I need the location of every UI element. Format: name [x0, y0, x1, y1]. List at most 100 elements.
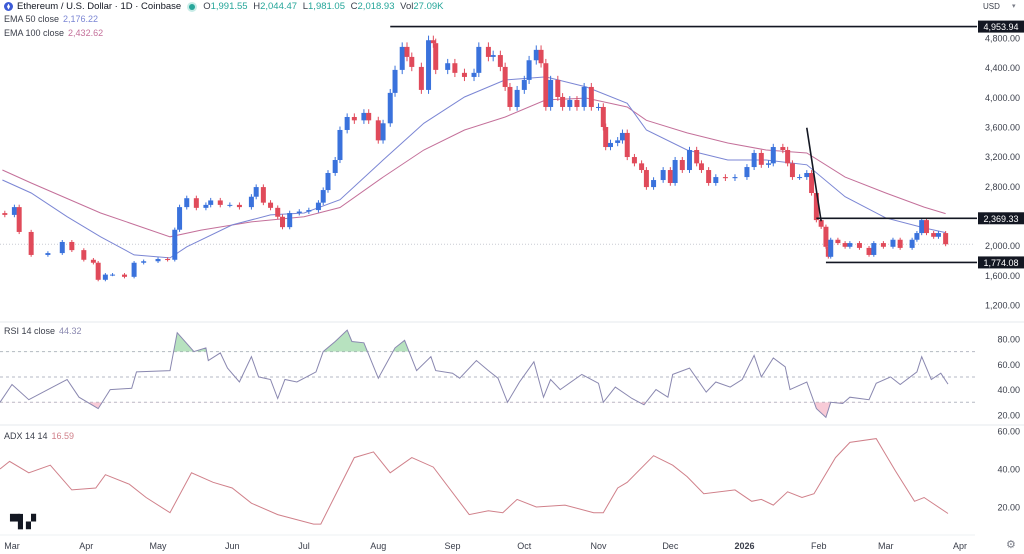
- candle: [69, 239, 75, 252]
- candle: [732, 174, 738, 181]
- candle-body: [866, 247, 872, 255]
- candle-body: [332, 160, 338, 173]
- candle-body: [581, 86, 587, 107]
- rsi-pane[interactable]: [0, 329, 975, 419]
- candle: [765, 160, 771, 168]
- rsi-line: [0, 329, 949, 419]
- candle: [28, 229, 34, 257]
- candle: [337, 126, 343, 164]
- candle: [698, 160, 704, 173]
- candle-body: [694, 149, 700, 164]
- candle-body: [835, 239, 841, 244]
- gear-icon[interactable]: ⚙: [1006, 539, 1016, 551]
- currency-selector[interactable]: USD: [983, 2, 1000, 11]
- candle: [785, 146, 791, 167]
- candle: [643, 167, 649, 190]
- price-marker-label: 2,369.33: [983, 214, 1018, 224]
- candle: [165, 257, 171, 262]
- candle-body: [387, 92, 393, 124]
- ema50-legend[interactable]: EMA 50 close 2,176.22: [4, 14, 98, 24]
- tradingview-logo[interactable]: ▀▌▞: [10, 515, 36, 530]
- candle: [502, 62, 508, 91]
- candle: [823, 224, 829, 249]
- time-tick-label: Feb: [811, 541, 827, 551]
- price-tick-label: 1,600.00: [985, 271, 1020, 281]
- candle-body: [165, 259, 171, 261]
- candle-body: [823, 226, 829, 247]
- candle: [131, 261, 137, 279]
- candle-body: [184, 198, 190, 208]
- candle-body: [514, 89, 520, 107]
- candle: [679, 156, 685, 173]
- candle: [325, 170, 331, 193]
- candle: [909, 237, 915, 250]
- candle: [856, 241, 862, 250]
- candle-body: [923, 220, 929, 234]
- candle: [842, 241, 848, 249]
- candle-body: [392, 69, 398, 93]
- symbol-legend[interactable]: Ethereum / U.S. Dollar · 1D · Coinbase O…: [4, 1, 446, 12]
- candle-body: [141, 261, 147, 263]
- close-key: C: [350, 1, 358, 12]
- candle: [110, 273, 116, 277]
- candle: [931, 230, 937, 239]
- candle-body: [366, 112, 372, 121]
- ema100-legend[interactable]: EMA 100 close 2,432.62: [4, 28, 103, 38]
- candle-body: [639, 163, 645, 171]
- time-tick-label: Jun: [225, 541, 240, 551]
- candle-body: [172, 229, 178, 260]
- candle: [275, 205, 281, 220]
- candle-body: [560, 96, 566, 107]
- candle-body: [280, 216, 286, 228]
- candle: [880, 241, 886, 249]
- price-pane[interactable]: [0, 25, 977, 282]
- candle: [320, 187, 326, 206]
- candle-body: [404, 46, 410, 57]
- candle-body: [555, 79, 561, 97]
- adx-legend[interactable]: ADX 14 14 16.59: [4, 431, 74, 441]
- price-tick-label: 4,000.00: [985, 93, 1020, 103]
- candle: [122, 273, 128, 279]
- symbol-title[interactable]: Ethereum / U.S. Dollar · 1D · Coinbase: [17, 1, 182, 12]
- candle-body: [533, 49, 539, 61]
- adx-label: ADX 14 14: [4, 431, 48, 441]
- candle: [217, 197, 223, 208]
- candle: [236, 202, 242, 210]
- candle: [287, 210, 293, 230]
- candle: [426, 35, 432, 94]
- candle: [380, 119, 386, 144]
- candle-body: [919, 220, 925, 234]
- candle: [713, 174, 719, 186]
- candle-body: [452, 63, 458, 73]
- candle: [399, 42, 405, 75]
- candle-body: [751, 152, 757, 168]
- rsi-tick-label: 40.00: [997, 385, 1020, 395]
- rsi-tick-label: 60.00: [997, 360, 1020, 370]
- candle: [95, 261, 101, 282]
- price-marker-badge: [978, 212, 1024, 225]
- candle-body: [28, 231, 34, 255]
- candle-body: [110, 274, 116, 276]
- price-tick-label: 3,600.00: [985, 123, 1020, 133]
- candle: [497, 50, 503, 72]
- candle: [770, 143, 776, 167]
- candle: [514, 85, 520, 111]
- candle-body: [375, 120, 381, 141]
- candle: [11, 204, 17, 218]
- open-key: O: [203, 1, 211, 12]
- rsi-legend[interactable]: RSI 14 close 44.32: [4, 326, 82, 336]
- ema50-value: 2,176.22: [63, 14, 99, 24]
- candle-body: [461, 72, 467, 77]
- adx-pane[interactable]: [0, 438, 949, 525]
- candle: [507, 82, 513, 111]
- candle: [227, 202, 233, 208]
- candle: [102, 273, 108, 282]
- candle: [315, 200, 321, 213]
- candle: [155, 257, 161, 263]
- candle: [744, 164, 750, 180]
- axes[interactable]: 4,953.94 2,369.33 1,774.08 4,800.00 4,400.00…: [4, 20, 1024, 551]
- candle: [631, 153, 637, 167]
- chevron-down-icon[interactable]: ▾: [1012, 3, 1016, 10]
- time-tick-label: Apr: [953, 541, 967, 551]
